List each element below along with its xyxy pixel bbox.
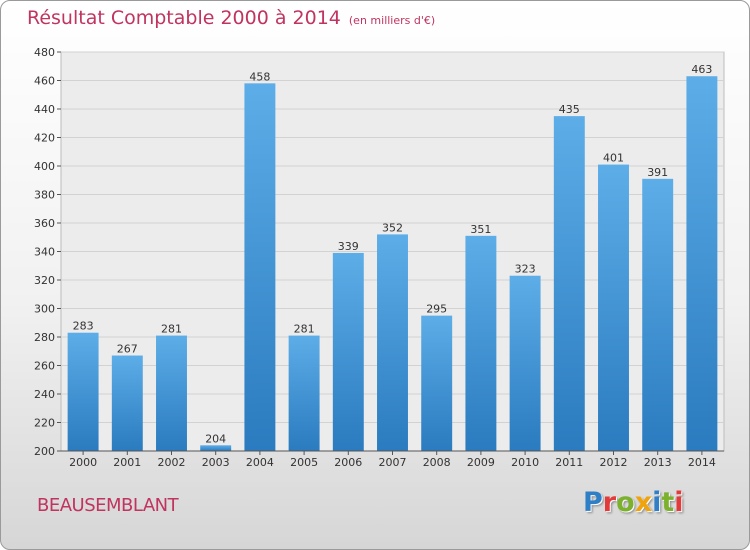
bar-2009 [465,235,497,451]
bar-2004 [244,83,276,451]
commune-name: BEAUSEMBLANT [37,495,179,516]
data-label-2014: 463 [691,63,712,76]
bar-2011 [553,116,585,451]
bar-2006 [332,252,364,451]
bar-2014 [686,76,718,451]
bar-2013 [642,178,674,451]
bar-2002 [156,335,187,451]
y-tick-label: 220 [34,417,55,430]
logo-letter: i [652,487,662,518]
x-tick-label: 2002 [158,456,186,469]
y-tick-label: 340 [34,246,55,259]
data-label-2005: 281 [294,323,315,336]
data-label-2003: 204 [205,432,226,445]
logo-letter: i [674,487,684,518]
bar-2008 [421,315,453,451]
bar-2012 [598,164,629,451]
data-label-2001: 267 [117,343,138,356]
x-tick-label: 2010 [511,456,539,469]
bar-2003 [200,445,232,451]
y-tick-label: 300 [34,303,55,316]
y-tick-label: 200 [34,445,55,458]
y-tick-label: 320 [34,274,55,287]
y-tick-label: 360 [34,217,55,230]
x-tick-label: 2004 [246,456,274,469]
logo-letter: P [583,487,603,518]
y-tick-label: 480 [34,46,55,59]
data-label-2002: 281 [161,323,182,336]
x-tick-label: 2013 [644,456,672,469]
data-label-2006: 339 [338,240,359,253]
x-tick-label: 2000 [69,456,97,469]
x-tick-label: 2008 [423,456,451,469]
bar-2000 [67,332,99,451]
x-tick-label: 2011 [555,456,583,469]
logo-letter: t [661,487,675,518]
bar-2005 [288,335,320,451]
x-tick-label: 2007 [379,456,407,469]
x-tick-label: 2005 [290,456,318,469]
x-tick-label: 2009 [467,456,495,469]
y-tick-label: 240 [34,388,55,401]
data-label-2008: 295 [426,303,447,316]
data-label-2012: 401 [603,152,624,165]
proxiti-logo[interactable]: Proxiti [583,487,684,518]
y-tick-label: 380 [34,189,55,202]
logo-letter: r [602,487,617,518]
x-tick-label: 2012 [600,456,628,469]
logo-letter: o [616,487,635,518]
data-label-2009: 351 [470,223,491,236]
chart-subtitle: (en milliers d'€) [348,14,436,27]
data-label-2010: 323 [515,263,536,276]
bars: 283 267 281 204 458 281 339 352 295 351 323 435 401 3… [67,63,718,451]
y-tick-label: 460 [34,75,55,88]
chart-title: Résultat Comptable 2000 à 2014 (en millie… [27,7,435,29]
y-tick-label: 280 [34,331,55,344]
bar-2010 [509,275,541,451]
data-label-2000: 283 [73,320,94,333]
y-tick-label: 400 [34,160,55,173]
data-label-2004: 458 [249,70,270,83]
data-label-2007: 352 [382,221,403,234]
x-tick-label: 2001 [113,456,141,469]
y-tick-label: 420 [34,132,55,145]
x-axis: 2000 2001 2002 2003 2004 2005 2006 2007 2008 2009… [61,450,724,469]
bar-2001 [111,355,143,451]
y-tick-label: 260 [34,360,55,373]
data-label-2011: 435 [559,103,580,116]
data-label-2013: 391 [647,166,668,179]
y-tick-label: 440 [34,103,55,116]
logo-letter: x [634,487,653,518]
x-tick-label: 2014 [688,456,716,469]
y-axis: 200 220 240 260 280 300 320 340 360 380 400 420 440 4… [34,46,61,458]
x-tick-label: 2003 [202,456,230,469]
x-tick-label: 2006 [334,456,362,469]
bar-2007 [377,234,408,451]
chart-title-text: Résultat Comptable 2000 à 2014 [27,7,341,29]
